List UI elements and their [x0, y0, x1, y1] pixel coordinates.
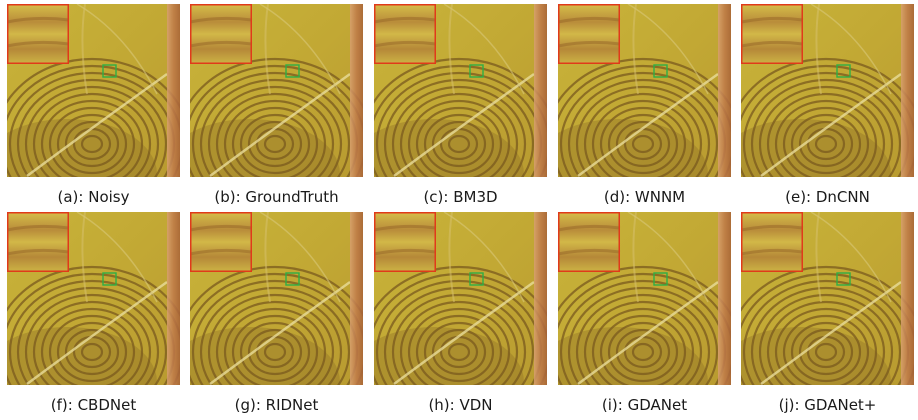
- caption-ridnet: (g): RIDNet: [234, 396, 319, 414]
- bm3d-image: [374, 4, 547, 177]
- caption-cbdnet: (f): CBDNet: [50, 396, 137, 414]
- dncnn-image: [741, 4, 914, 177]
- caption-bm3d: (c): BM3D: [423, 188, 498, 206]
- caption-wnnm: (d): WNNM: [603, 188, 686, 206]
- ridnet-image: [190, 212, 363, 385]
- gdanet-plus-image: [741, 212, 914, 385]
- caption-noisy: (a): Noisy: [57, 188, 130, 206]
- gdanet-image: [558, 212, 731, 385]
- cbdnet-image: [7, 212, 180, 385]
- caption-gdanet-plus: (j): GDANet+: [778, 396, 877, 414]
- caption-vdn: (h): VDN: [428, 396, 493, 414]
- vdn-image: [374, 212, 547, 385]
- noisy-image: [7, 4, 180, 177]
- caption-groundtruth: (b): GroundTruth: [214, 188, 339, 206]
- wnnm-image: [558, 4, 731, 177]
- caption-dncnn: (e): DnCNN: [785, 188, 870, 206]
- caption-gdanet: (i): GDANet: [601, 396, 688, 414]
- groundtruth-image: [190, 4, 363, 177]
